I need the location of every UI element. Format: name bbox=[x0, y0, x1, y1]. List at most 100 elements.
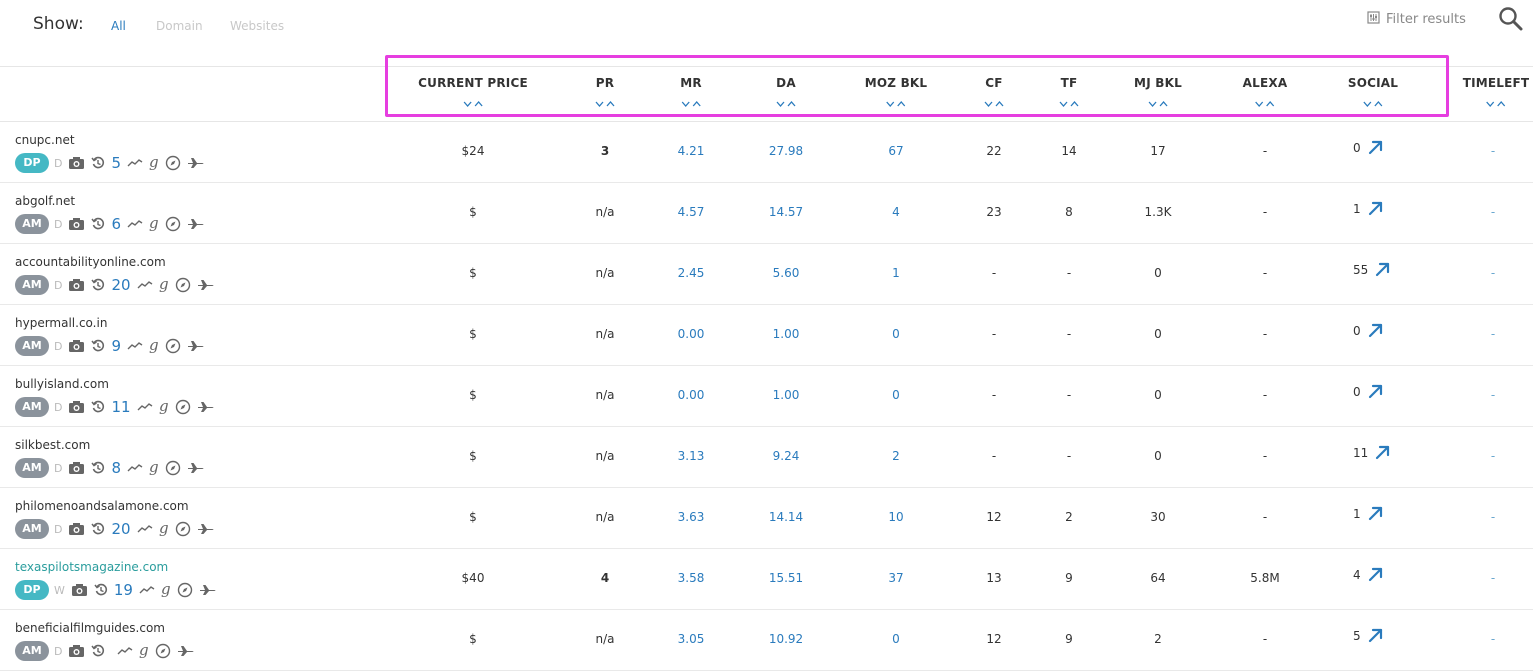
sort-desc-icon[interactable] bbox=[1486, 92, 1495, 107]
sort-asc-icon[interactable] bbox=[606, 92, 615, 107]
sort-asc-icon[interactable] bbox=[1374, 92, 1383, 107]
trend-icon[interactable] bbox=[127, 463, 143, 473]
external-link-icon[interactable] bbox=[1375, 262, 1390, 277]
sort-desc-icon[interactable] bbox=[1255, 92, 1264, 107]
source-badge[interactable]: AM bbox=[15, 458, 49, 478]
sort-asc-icon[interactable] bbox=[995, 92, 1004, 107]
external-link-icon[interactable] bbox=[1368, 628, 1383, 643]
cell-mr[interactable]: 3.58 bbox=[677, 571, 705, 585]
camera-icon[interactable] bbox=[68, 339, 85, 353]
plane-icon[interactable] bbox=[197, 523, 214, 535]
source-badge[interactable]: DP bbox=[15, 580, 49, 600]
tab-domain[interactable]: Domain bbox=[156, 19, 203, 33]
sort-desc-icon[interactable] bbox=[1363, 92, 1372, 107]
history-count[interactable]: 11 bbox=[111, 398, 131, 416]
domain-link[interactable]: hypermall.co.in bbox=[15, 316, 108, 330]
camera-icon[interactable] bbox=[68, 522, 85, 536]
trend-icon[interactable] bbox=[117, 646, 133, 656]
cell-moz[interactable]: 37 bbox=[888, 571, 904, 585]
plane-icon[interactable] bbox=[187, 462, 204, 474]
cell-moz[interactable]: 2 bbox=[892, 449, 900, 463]
cell-mr[interactable]: 4.21 bbox=[677, 144, 705, 158]
compass-icon[interactable] bbox=[165, 216, 181, 232]
compass-icon[interactable] bbox=[177, 582, 193, 598]
camera-icon[interactable] bbox=[68, 278, 85, 292]
cell-da[interactable]: 27.98 bbox=[768, 144, 804, 158]
sort-asc-icon[interactable] bbox=[1266, 92, 1275, 107]
sort-asc-icon[interactable] bbox=[474, 92, 483, 107]
google-icon[interactable]: g bbox=[159, 399, 169, 415]
compass-icon[interactable] bbox=[165, 460, 181, 476]
external-link-icon[interactable] bbox=[1368, 201, 1383, 216]
history-count[interactable]: 6 bbox=[111, 215, 122, 233]
google-icon[interactable]: g bbox=[139, 643, 149, 659]
cell-moz[interactable]: 1 bbox=[892, 266, 900, 280]
source-badge[interactable]: AM bbox=[15, 519, 49, 539]
external-link-icon[interactable] bbox=[1368, 384, 1383, 399]
sort-desc-icon[interactable] bbox=[1148, 92, 1157, 107]
tab-all[interactable]: All bbox=[111, 19, 126, 33]
domain-link[interactable]: silkbest.com bbox=[15, 438, 91, 452]
google-icon[interactable]: g bbox=[161, 582, 171, 598]
compass-icon[interactable] bbox=[175, 399, 191, 415]
compass-icon[interactable] bbox=[155, 643, 171, 659]
google-icon[interactable]: g bbox=[159, 521, 169, 537]
history-count[interactable]: 9 bbox=[111, 337, 122, 355]
source-badge[interactable]: AM bbox=[15, 336, 49, 356]
search-icon[interactable] bbox=[1498, 6, 1524, 36]
compass-icon[interactable] bbox=[175, 521, 191, 537]
cell-da[interactable]: 15.51 bbox=[768, 571, 804, 585]
source-badge[interactable]: DP bbox=[15, 153, 49, 173]
sort-desc-icon[interactable] bbox=[886, 92, 895, 107]
external-link-icon[interactable] bbox=[1368, 323, 1383, 338]
sort-desc-icon[interactable] bbox=[595, 92, 604, 107]
plane-icon[interactable] bbox=[199, 584, 216, 596]
domain-link[interactable]: beneficialfilmguides.com bbox=[15, 621, 165, 635]
sort-asc-icon[interactable] bbox=[692, 92, 701, 107]
plane-icon[interactable] bbox=[197, 279, 214, 291]
domain-link[interactable]: bullyisland.com bbox=[15, 377, 109, 391]
cell-da[interactable]: 14.57 bbox=[768, 205, 804, 219]
camera-icon[interactable] bbox=[68, 156, 85, 170]
cell-da[interactable]: 14.14 bbox=[768, 510, 804, 524]
history-icon[interactable] bbox=[91, 644, 105, 658]
sort-asc-icon[interactable] bbox=[787, 92, 796, 107]
cell-mr[interactable]: 4.57 bbox=[677, 205, 705, 219]
cell-mr[interactable]: 0.00 bbox=[677, 327, 705, 341]
trend-icon[interactable] bbox=[127, 341, 143, 351]
camera-icon[interactable] bbox=[68, 461, 85, 475]
google-icon[interactable]: g bbox=[149, 460, 159, 476]
history-icon[interactable] bbox=[91, 522, 105, 536]
sort-asc-icon[interactable] bbox=[1070, 92, 1079, 107]
google-icon[interactable]: g bbox=[149, 216, 159, 232]
sort-desc-icon[interactable] bbox=[1059, 92, 1068, 107]
compass-icon[interactable] bbox=[175, 277, 191, 293]
sort-asc-icon[interactable] bbox=[1159, 92, 1168, 107]
compass-icon[interactable] bbox=[165, 155, 181, 171]
history-count[interactable]: 20 bbox=[111, 520, 131, 538]
external-link-icon[interactable] bbox=[1375, 445, 1390, 460]
camera-icon[interactable] bbox=[68, 644, 85, 658]
history-count[interactable]: 8 bbox=[111, 459, 122, 477]
history-icon[interactable] bbox=[91, 339, 105, 353]
source-badge[interactable]: AM bbox=[15, 397, 49, 417]
history-count[interactable]: 20 bbox=[111, 276, 131, 294]
external-link-icon[interactable] bbox=[1368, 140, 1383, 155]
plane-icon[interactable] bbox=[187, 218, 204, 230]
plane-icon[interactable] bbox=[177, 645, 194, 657]
camera-icon[interactable] bbox=[68, 400, 85, 414]
domain-link[interactable]: accountabilityonline.com bbox=[15, 255, 166, 269]
external-link-icon[interactable] bbox=[1368, 506, 1383, 521]
cell-moz[interactable]: 10 bbox=[888, 510, 904, 524]
cell-moz[interactable]: 0 bbox=[892, 388, 900, 402]
cell-mr[interactable]: 3.13 bbox=[677, 449, 705, 463]
external-link-icon[interactable] bbox=[1368, 567, 1383, 582]
cell-da[interactable]: 10.92 bbox=[768, 632, 804, 646]
cell-moz[interactable]: 0 bbox=[892, 632, 900, 646]
sort-desc-icon[interactable] bbox=[681, 92, 690, 107]
source-badge[interactable]: AM bbox=[15, 641, 49, 661]
history-count[interactable]: 19 bbox=[113, 581, 133, 599]
sort-desc-icon[interactable] bbox=[463, 92, 472, 107]
domain-link[interactable]: texaspilotsmagazine.com bbox=[15, 560, 169, 574]
cell-mr[interactable]: 3.05 bbox=[677, 632, 705, 646]
